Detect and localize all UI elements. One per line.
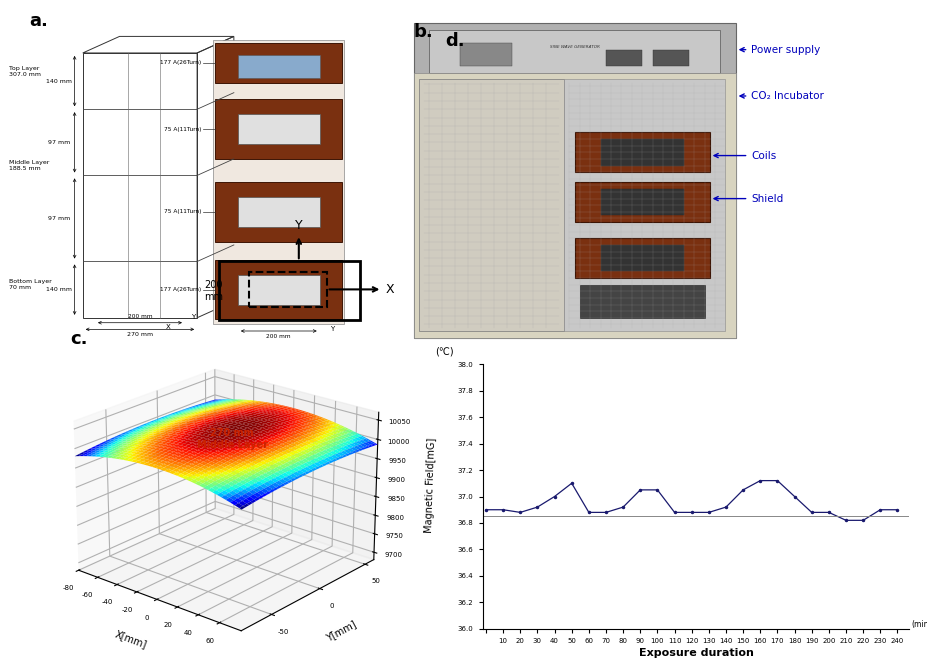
Bar <box>579 285 704 318</box>
Text: X: X <box>385 283 393 296</box>
Y-axis label: Y[mm]: Y[mm] <box>324 618 357 643</box>
Text: Y: Y <box>191 314 195 320</box>
X-axis label: X[mm]: X[mm] <box>114 628 148 649</box>
Text: b.: b. <box>413 23 433 41</box>
Text: 200
mm: 200 mm <box>204 280 222 302</box>
Text: d.: d. <box>445 32 464 50</box>
Bar <box>652 50 688 66</box>
Bar <box>564 79 725 331</box>
Text: 75 A(11Turn): 75 A(11Turn) <box>163 209 201 214</box>
Text: 200 mm: 200 mm <box>128 314 152 319</box>
Text: Bottom Layer
70 mm: Bottom Layer 70 mm <box>9 279 52 290</box>
Text: 177 A(26Turn): 177 A(26Turn) <box>159 287 201 292</box>
Bar <box>215 43 342 83</box>
Bar <box>213 40 344 324</box>
Bar <box>600 189 683 215</box>
Bar <box>215 182 342 242</box>
Bar <box>574 238 709 278</box>
Text: X: X <box>166 324 171 330</box>
Bar <box>574 132 709 172</box>
Text: a.: a. <box>30 13 48 30</box>
Text: 200 mm: 200 mm <box>266 334 291 339</box>
Text: Top Layer
307.0 mm: Top Layer 307.0 mm <box>9 66 41 77</box>
Bar <box>237 275 319 305</box>
Text: Power supply: Power supply <box>739 44 819 55</box>
Bar <box>605 50 641 66</box>
Text: 140 mm: 140 mm <box>46 79 72 83</box>
Text: Y: Y <box>295 219 302 232</box>
Text: 270 mm: 270 mm <box>127 332 153 337</box>
Bar <box>600 245 683 271</box>
X-axis label: Exposure duration: Exposure duration <box>638 648 753 658</box>
Text: Middle Layer
188.5 mm: Middle Layer 188.5 mm <box>9 160 50 171</box>
Text: (min): (min) <box>910 620 927 629</box>
Bar <box>219 261 360 320</box>
Bar <box>413 73 735 338</box>
Text: SINE WAVE GENERATOR: SINE WAVE GENERATOR <box>549 45 599 49</box>
Y-axis label: (℃): (℃) <box>435 346 453 356</box>
Text: Shield: Shield <box>713 193 782 204</box>
Bar <box>248 272 326 307</box>
Text: c.: c. <box>70 330 88 348</box>
Bar <box>237 55 319 78</box>
Text: Y: Y <box>329 326 334 332</box>
Bar <box>428 30 719 73</box>
Text: 140 mm: 140 mm <box>46 287 72 292</box>
Bar <box>574 182 709 222</box>
Text: CO₂ Incubator: CO₂ Incubator <box>739 91 823 101</box>
Bar <box>215 99 342 159</box>
Bar <box>600 139 683 166</box>
Text: 97 mm: 97 mm <box>48 216 70 221</box>
Text: 177 A(26Turn): 177 A(26Turn) <box>159 60 201 66</box>
Bar <box>237 115 319 144</box>
Bar <box>215 260 342 320</box>
Bar <box>460 43 512 66</box>
Bar <box>237 197 319 226</box>
Text: Coils: Coils <box>713 150 776 161</box>
Text: 97 mm: 97 mm <box>48 140 70 145</box>
Bar <box>418 79 564 331</box>
Text: 75 A(11Turn): 75 A(11Turn) <box>163 126 201 132</box>
Bar <box>413 23 735 338</box>
